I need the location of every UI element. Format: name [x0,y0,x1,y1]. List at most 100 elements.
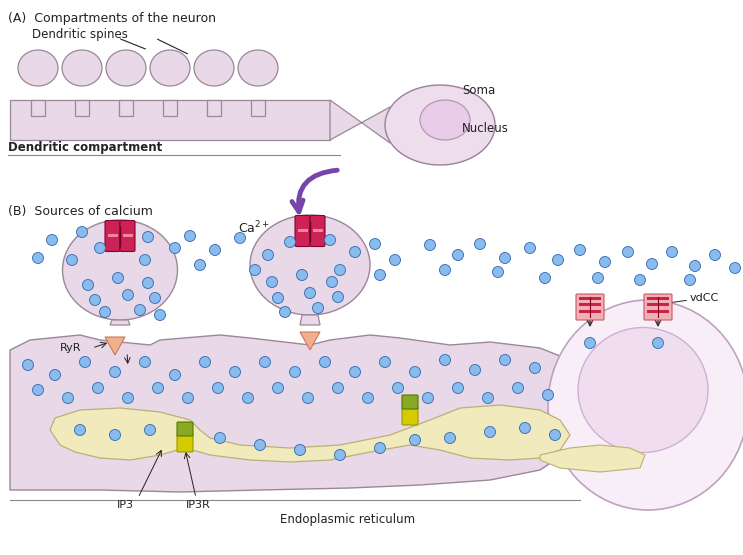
Circle shape [259,356,270,367]
Circle shape [143,231,154,243]
Ellipse shape [62,50,102,86]
Circle shape [333,291,343,302]
Circle shape [144,425,155,436]
Circle shape [273,382,284,393]
Circle shape [109,366,120,377]
Ellipse shape [150,50,190,86]
Circle shape [470,365,481,376]
Circle shape [33,385,44,396]
Circle shape [67,255,77,265]
Circle shape [255,440,265,451]
Text: RyR: RyR [60,343,82,353]
Text: Dendritic compartment: Dendritic compartment [8,142,162,154]
Circle shape [200,356,210,367]
Text: (B)  Sources of calcium: (B) Sources of calcium [8,205,153,218]
Circle shape [100,306,111,317]
FancyBboxPatch shape [402,395,418,409]
Circle shape [530,362,540,374]
Circle shape [279,306,291,317]
Polygon shape [110,320,130,325]
Circle shape [134,305,146,315]
Circle shape [499,253,510,264]
Circle shape [109,430,120,441]
FancyBboxPatch shape [576,294,604,320]
Circle shape [635,275,646,285]
Circle shape [169,370,181,381]
Circle shape [424,240,435,250]
Bar [313,229,322,233]
Circle shape [499,355,510,366]
Bar [108,234,117,238]
Circle shape [169,243,181,254]
Text: vdCC: vdCC [690,293,719,303]
Bar [251,100,265,116]
Bar [123,234,132,238]
Circle shape [392,382,403,393]
Circle shape [326,276,337,287]
Circle shape [553,255,563,265]
Circle shape [215,432,225,443]
Bar [119,100,133,116]
Polygon shape [300,315,320,325]
FancyBboxPatch shape [177,422,193,436]
Circle shape [409,366,421,377]
Text: Soma: Soma [462,83,496,97]
Circle shape [112,273,123,284]
Circle shape [409,435,421,446]
Circle shape [294,445,305,456]
Text: Ca$^{2+}$: Ca$^{2+}$ [238,220,270,236]
Ellipse shape [548,300,743,510]
FancyBboxPatch shape [402,407,418,425]
Ellipse shape [238,50,278,86]
Circle shape [195,260,206,270]
Text: IP3: IP3 [117,500,134,510]
Circle shape [363,392,374,403]
Circle shape [423,392,433,403]
Circle shape [539,273,551,284]
Circle shape [140,255,151,265]
Circle shape [574,245,585,255]
Circle shape [623,246,634,258]
Circle shape [666,246,678,258]
Text: Nucleus: Nucleus [462,122,509,134]
Circle shape [652,337,663,349]
Circle shape [690,260,701,271]
Circle shape [525,243,536,254]
Circle shape [210,245,221,255]
Ellipse shape [578,327,708,452]
Polygon shape [50,405,570,462]
Polygon shape [540,445,645,472]
Circle shape [242,392,253,403]
Circle shape [33,253,44,264]
Circle shape [334,265,345,275]
Circle shape [440,355,450,366]
Ellipse shape [385,85,495,165]
Circle shape [77,226,88,238]
Circle shape [305,287,316,299]
Circle shape [82,280,94,290]
Text: Endoplasmic reticulum: Endoplasmic reticulum [280,513,415,527]
Text: IP3R: IP3R [186,500,210,510]
Circle shape [646,259,658,270]
Circle shape [155,310,166,320]
Circle shape [600,256,611,268]
Polygon shape [105,337,125,355]
Circle shape [183,392,193,403]
Circle shape [444,432,455,443]
Circle shape [302,392,314,403]
FancyBboxPatch shape [295,215,310,246]
Text: NMDAR: NMDAR [72,250,114,260]
Circle shape [334,450,345,461]
Bar [647,297,669,300]
Bar [31,100,45,116]
Circle shape [92,382,103,393]
Circle shape [333,382,343,393]
Circle shape [550,430,560,441]
Circle shape [262,250,273,260]
Ellipse shape [194,50,234,86]
Circle shape [149,292,160,304]
Ellipse shape [62,220,178,320]
Circle shape [440,265,450,275]
Text: (A)  Compartments of the neuron: (A) Compartments of the neuron [8,12,216,25]
FancyBboxPatch shape [644,294,672,320]
